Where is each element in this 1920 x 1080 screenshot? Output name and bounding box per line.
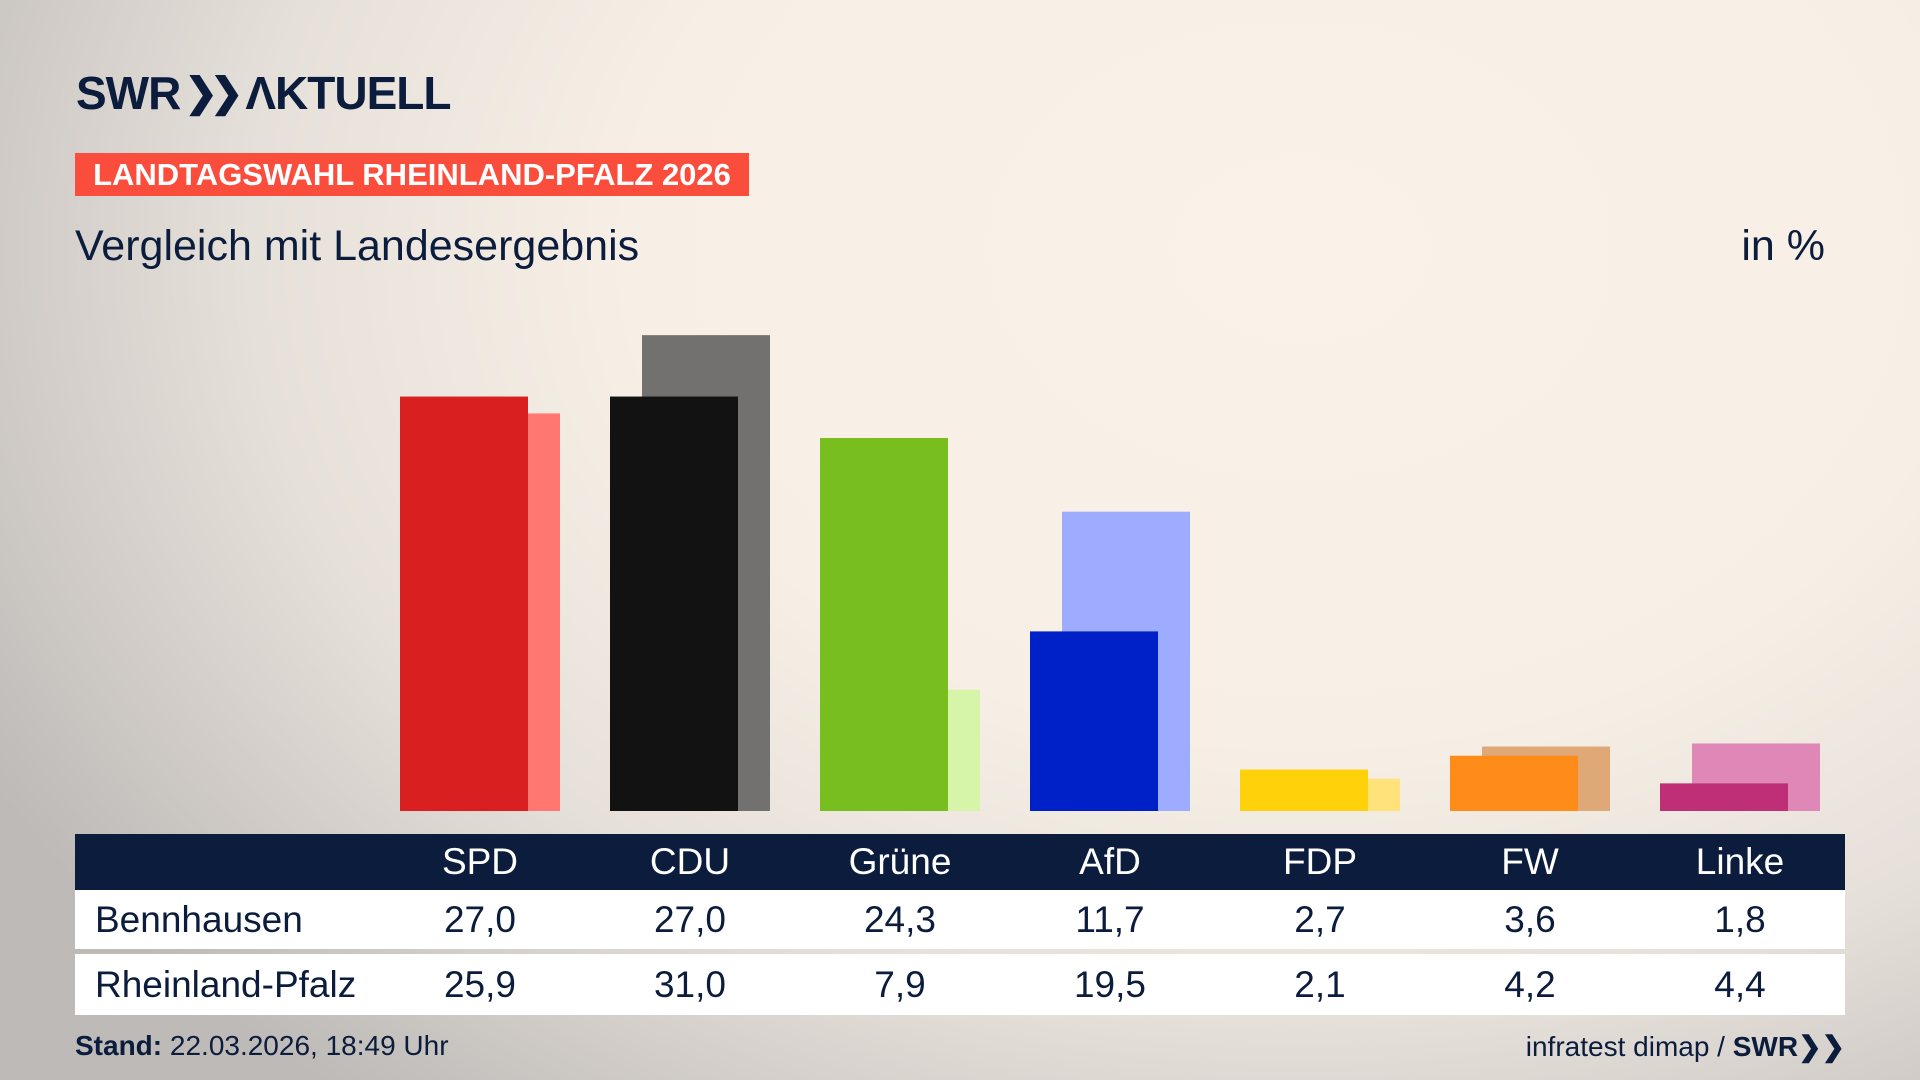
- source-text: infratest dimap /: [1525, 1031, 1725, 1062]
- bar-linke-local: [1660, 783, 1788, 811]
- column-header: AfD: [1079, 841, 1141, 882]
- table-cell: 3,6: [1504, 898, 1556, 940]
- table-cell: 19,5: [1073, 963, 1146, 1005]
- row-label: Bennhausen: [95, 898, 303, 940]
- table-header: SPD CDU Grüne AfD FDP FW Linke: [75, 834, 1845, 890]
- column-header: CDU: [649, 841, 731, 882]
- bar-fdp-local: [1240, 769, 1368, 811]
- table-cell: 2,7: [1294, 898, 1346, 940]
- bar-spd-local: [400, 396, 528, 811]
- table-cell: 4,2: [1504, 963, 1556, 1005]
- bar-chart: [400, 335, 1820, 811]
- table-cell: 7,9: [874, 963, 926, 1005]
- source: infratest dimap / SWR❯❯: [1526, 1030, 1845, 1063]
- swr-aktuell-logo: SWR ❯❯ ΛKTUELL: [76, 67, 451, 119]
- table-cell: 25,9: [443, 963, 516, 1005]
- table-cell: 24,3: [863, 898, 936, 940]
- bar-grüne-local: [820, 437, 948, 811]
- stand-value: 22.03.2026, 18:49 Uhr: [169, 1030, 449, 1061]
- bar-cdu-local: [610, 396, 738, 811]
- row-label: Rheinland-Pfalz: [95, 963, 357, 1005]
- table-cell: 2,1: [1294, 963, 1346, 1005]
- column-header: FDP: [1283, 841, 1357, 882]
- table-cell: 27,0: [653, 898, 726, 940]
- bar-fw-local: [1450, 755, 1578, 811]
- timestamp: Stand: 22.03.2026, 18:49 Uhr: [75, 1030, 449, 1062]
- column-header: Grüne: [848, 841, 952, 882]
- column-header: Linke: [1695, 841, 1785, 882]
- table-cell: 11,7: [1075, 898, 1145, 940]
- column-header: SPD: [441, 841, 519, 882]
- chevron-icon: ❯❯: [1798, 1031, 1845, 1062]
- table-row: Rheinland-Pfalz 25,9 31,0 7,9 19,5 2,1 4,2 4,4: [75, 954, 1845, 1015]
- chart-subtitle: Vergleich mit Landesergebnis: [75, 222, 640, 270]
- column-header: FW: [1501, 841, 1559, 882]
- table-cell: 4,4: [1714, 963, 1766, 1005]
- table-cell: 31,0: [653, 963, 726, 1005]
- table-cell: 27,0: [443, 898, 516, 940]
- table-cell: 1,8: [1714, 898, 1766, 940]
- source-brand: SWR: [1732, 1031, 1799, 1062]
- bar-afd-local: [1030, 631, 1158, 811]
- table-row: Bennhausen 27,0 27,0 24,3 11,7 2,7 3,6 1,8: [75, 890, 1845, 949]
- stand-label: Stand:: [75, 1030, 163, 1061]
- election-badge: LANDTAGSWAHL RHEINLAND-PFALZ 2026: [75, 153, 749, 196]
- unit-label: in %: [1741, 222, 1825, 270]
